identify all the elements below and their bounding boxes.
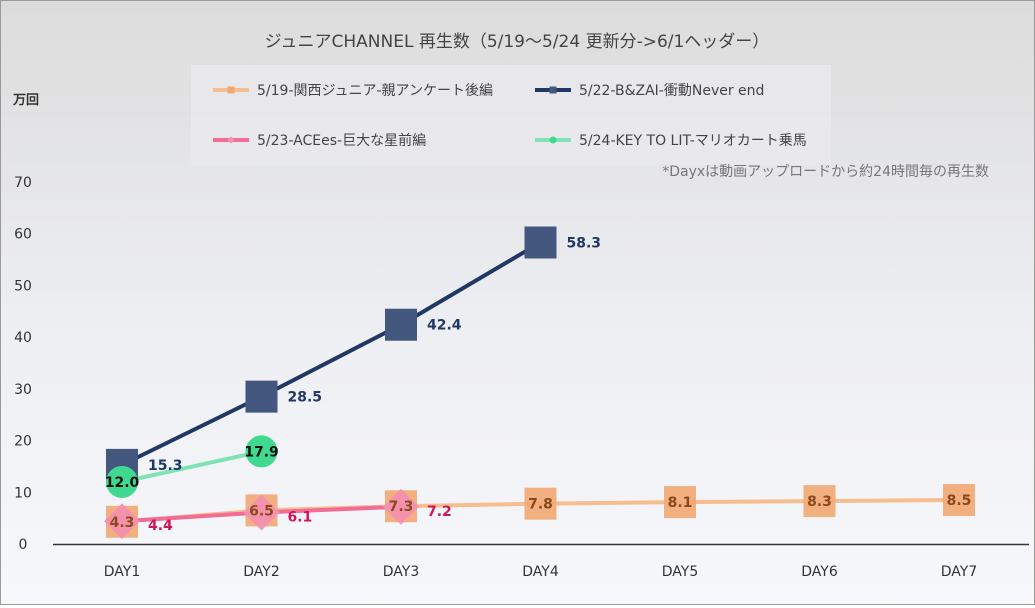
x-tick-label: DAY4 — [522, 564, 559, 580]
y-axis: 0 10 20 30 40 50 60 70 — [14, 175, 32, 553]
data-point — [524, 487, 557, 520]
data-label: 7.8 — [528, 497, 553, 513]
data-label: 17.9 — [244, 444, 279, 460]
y-tick-label: 10 — [14, 485, 32, 501]
legend-entry: 5/22-B&ZAI-衝動Never end — [579, 83, 764, 99]
x-axis: DAY1 DAY2 DAY3 DAY4 DAY5 DAY6 DAY7 — [104, 564, 977, 580]
legend-entry: 5/19-関西ジュニア-親アンケート後編 — [257, 83, 493, 99]
legend: 5/19-関西ジュニア-親アンケート後編 5/22-B&ZAI-衝動Never e… — [213, 83, 807, 149]
y-tick-label: 30 — [14, 382, 32, 398]
data-label: 6.1 — [288, 509, 313, 525]
data-label: 8.5 — [947, 493, 972, 509]
data-label: 4.4 — [148, 518, 173, 534]
legend-swatch-marker — [549, 86, 557, 94]
data-point — [106, 465, 138, 498]
data-label: 4.3 — [110, 515, 135, 531]
y-tick-label: 70 — [14, 175, 32, 191]
x-tick-label: DAY7 — [941, 564, 977, 580]
data-point — [524, 226, 557, 259]
data-label: 12.0 — [105, 475, 140, 491]
data-label: 15.3 — [148, 458, 183, 474]
data-point — [803, 485, 836, 518]
x-tick-label: DAY1 — [104, 564, 140, 580]
y-axis-unit: 万回 — [12, 93, 39, 108]
chart-note: *Dayxは動画アップロードから約24時間毎の再生数 — [662, 164, 989, 180]
data-label: 7.3 — [389, 499, 414, 515]
x-tick-label: DAY6 — [801, 564, 838, 580]
x-tick-label: DAY2 — [243, 564, 279, 580]
data-label: 42.4 — [427, 318, 462, 334]
data-point — [243, 494, 280, 531]
data-label: 7.2 — [427, 504, 452, 520]
legend-entry: 5/23-ACEes-巨大な星前編 — [257, 132, 426, 149]
data-label: 6.5 — [249, 503, 274, 519]
data-point — [245, 435, 278, 468]
legend-swatch-marker — [227, 86, 235, 94]
y-tick-label: 40 — [14, 330, 32, 346]
data-point — [385, 308, 417, 341]
y-tick-label: 0 — [19, 537, 28, 553]
y-tick-label: 20 — [14, 434, 32, 450]
series-line — [121, 449, 262, 484]
series-line — [121, 240, 542, 467]
data-point — [383, 488, 419, 525]
chart-title: ジュニアCHANNEL 再生数（5/19～5/24 更新分->6/1ヘッダー） — [265, 32, 770, 52]
legend-box — [191, 65, 831, 165]
y-tick-label: 50 — [14, 278, 32, 294]
data-point — [245, 380, 278, 413]
data-label: 8.1 — [668, 495, 693, 511]
legend-swatch-marker — [549, 136, 557, 144]
data-label: 58.3 — [567, 236, 602, 252]
y-tick-label: 60 — [14, 227, 32, 243]
x-tick-label: DAY5 — [662, 564, 698, 580]
legend-entry: 5/24-KEY TO LIT-マリオカート乗馬 — [579, 133, 807, 149]
legend-swatch-marker — [227, 136, 235, 144]
data-label: 8.3 — [807, 494, 832, 510]
data-point — [104, 503, 140, 540]
data-point — [664, 486, 696, 519]
x-tick-label: DAY3 — [383, 564, 419, 580]
plot-area: 4.3 6.5 7.3 7.8 8.1 8.3 8.5 4.4 6.1 7.2 15.3 28.5 42… — [104, 226, 975, 540]
data-point — [943, 484, 975, 517]
data-label: 28.5 — [288, 390, 323, 406]
